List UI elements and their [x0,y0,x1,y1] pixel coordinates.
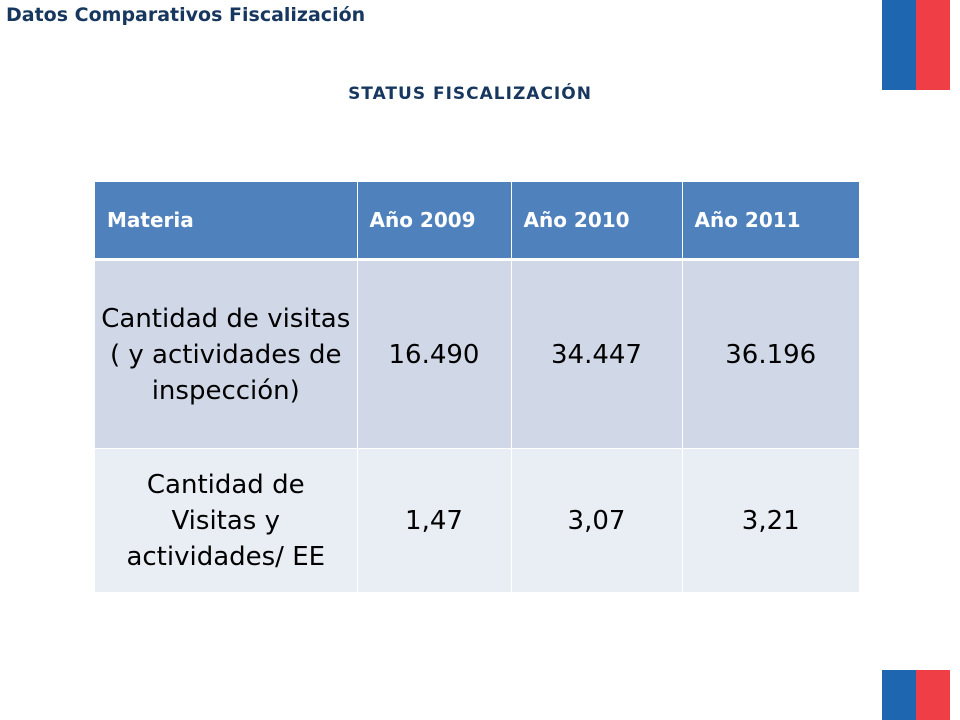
comparison-table: Materia Año 2009 Año 2010 Año 2011 Canti… [95,182,859,592]
page-title: Datos Comparativos Fiscalización [6,4,366,26]
column-header-2010: Año 2010 [510,182,682,261]
table-row: Cantidad de Visitas y actividades/ EE 1,… [95,448,859,592]
flag-red-stripe [916,670,950,720]
flag-blue-stripe [882,0,916,90]
cell-value-2011: 36.196 [681,259,859,449]
row-label: Cantidad de Visitas y actividades/ EE [95,448,357,592]
flag-blue-stripe [882,670,916,720]
flag-red-stripe [916,0,950,90]
column-header-2011: Año 2011 [681,182,859,261]
row-label: Cantidad de visitas ( y actividades de i… [95,259,357,449]
flag-stripes-bottom [882,670,950,720]
column-header-materia: Materia [95,182,357,261]
cell-value-2011: 3,21 [681,448,859,592]
cell-value-2010: 34.447 [510,259,682,449]
section-subtitle: STATUS FISCALIZACIÓN [348,84,592,104]
cell-value-2009: 1,47 [356,448,511,592]
table-row: Cantidad de visitas ( y actividades de i… [95,259,859,449]
flag-stripes-top [882,0,950,90]
cell-value-2009: 16.490 [356,259,511,449]
column-header-2009: Año 2009 [356,182,511,261]
cell-value-2010: 3,07 [510,448,682,592]
table-header-row: Materia Año 2009 Año 2010 Año 2011 [95,182,859,261]
